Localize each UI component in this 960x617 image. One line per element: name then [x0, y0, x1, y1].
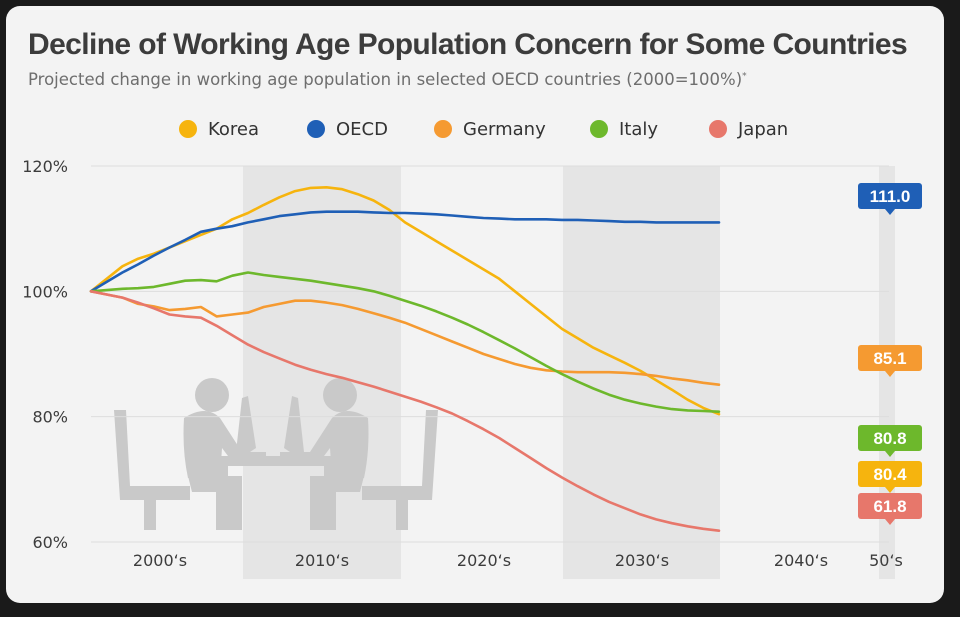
- badge-value: 111.0: [870, 187, 911, 206]
- legend-label: Korea: [208, 119, 259, 140]
- series-line-japan: [89, 290, 721, 532]
- meeting-people-icon: [114, 378, 438, 530]
- badge-box: [858, 461, 922, 487]
- x-tick-label: 2010‘s: [295, 551, 349, 570]
- chart-subtitle: Projected change in working age populati…: [28, 70, 747, 89]
- badge-box: [858, 493, 922, 519]
- badge-box: [858, 183, 922, 209]
- legend-swatch: [434, 120, 452, 138]
- x-tick-label: 2040‘s: [774, 551, 828, 570]
- legend-label: OECD: [336, 119, 388, 140]
- end-badge-korea: 80.4: [858, 461, 922, 493]
- series-line-korea: [89, 186, 721, 416]
- end-badge-germany: 85.1: [858, 345, 922, 377]
- badge-pointer: [885, 371, 895, 377]
- legend-swatch: [179, 120, 197, 138]
- badge-pointer: [885, 487, 895, 493]
- end-badge-japan: 61.8: [858, 493, 922, 525]
- series-line-oecd: [89, 210, 721, 293]
- x-tick-label: 2000‘s: [133, 551, 187, 570]
- legend-item-italy: Italy: [590, 119, 658, 140]
- legend: Korea OECD Germany Italy Japan: [179, 119, 788, 140]
- legend-item-japan: Japan: [709, 119, 788, 140]
- legend-label: Japan: [737, 119, 788, 140]
- x-tick-label: 2030‘s: [615, 551, 669, 570]
- badge-box: [858, 425, 922, 451]
- subtitle-text: Projected change in working age populati…: [28, 70, 743, 89]
- chart-card: Decline of Working Age Population Concer…: [6, 6, 944, 603]
- y-tick-label: 60%: [32, 533, 68, 552]
- badge-value: 85.1: [873, 349, 906, 368]
- legend-item-oecd: OECD: [307, 119, 388, 140]
- legend-label: Germany: [463, 119, 546, 140]
- y-axis: 120% 100% 80% 60%: [22, 157, 889, 552]
- legend-item-germany: Germany: [434, 119, 546, 140]
- x-axis: 2000‘s 2010‘s 2020‘s 2030‘s 2040‘s 50‘s: [133, 551, 903, 570]
- end-badge-italy: 80.8: [858, 425, 922, 457]
- badge-value: 80.4: [873, 465, 907, 484]
- legend-item-korea: Korea: [179, 119, 259, 140]
- badge-pointer: [885, 451, 895, 457]
- x-tick-label: 50‘s: [869, 551, 903, 570]
- line-chart: 120%100%80%60% 2000‘s 2010‘s 2020‘s 2030‘s 2…: [22, 119, 922, 579]
- legend-swatch: [709, 120, 727, 138]
- y-tick-label: 100%: [22, 282, 68, 301]
- badge-value: 61.8: [873, 497, 906, 516]
- legend-swatch: [307, 120, 325, 138]
- end-value-badges: 80.4 111.0 85.1 80.8 61.8: [858, 183, 922, 525]
- badge-pointer: [885, 209, 895, 215]
- y-tick-label: 80%: [32, 408, 68, 427]
- subtitle-footnote-marker: *: [742, 71, 747, 82]
- chart-title: Decline of Working Age Population Concer…: [28, 28, 908, 61]
- badge-box: [858, 345, 922, 371]
- badge-value: 80.8: [873, 429, 906, 448]
- legend-swatch: [590, 120, 608, 138]
- series-line-italy: [89, 271, 721, 413]
- y-tick-label: 120%: [22, 157, 68, 176]
- end-badge-oecd: 111.0: [858, 183, 922, 215]
- legend-label: Italy: [619, 119, 658, 140]
- series-lines: [89, 186, 721, 532]
- series-line-germany: [89, 290, 721, 386]
- badge-pointer: [885, 519, 895, 525]
- x-tick-label: 2020‘s: [457, 551, 511, 570]
